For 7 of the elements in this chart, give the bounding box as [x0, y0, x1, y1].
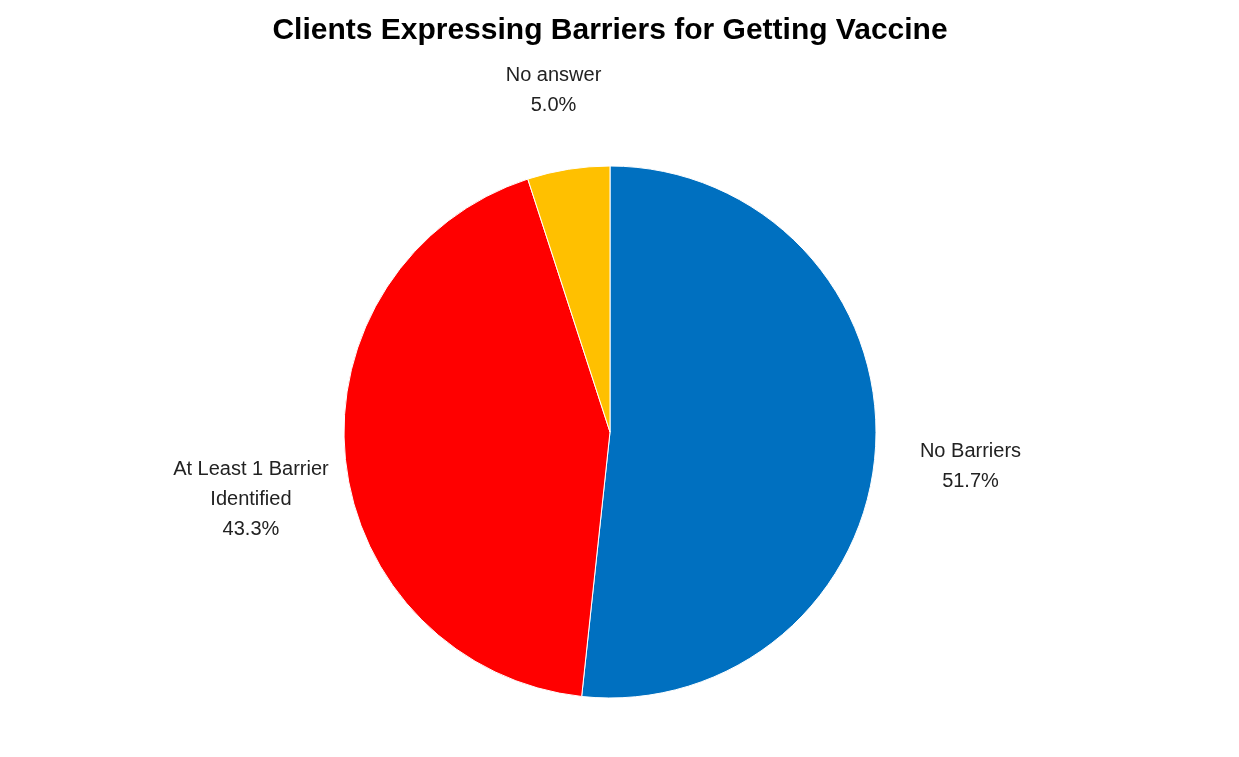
- data-label: 51.7%: [942, 469, 1000, 492]
- chart-title: Clients Expressing Barriers for Getting Vaccine: [272, 12, 948, 46]
- data-label: 5.0%: [530, 93, 577, 116]
- slice-label: At Least 1 Barrier Identified: [173, 457, 330, 510]
- data-label: 43.3%: [222, 517, 280, 540]
- slice-label: No Barriers: [919, 439, 1022, 462]
- slice-label: No answer: [505, 63, 602, 86]
